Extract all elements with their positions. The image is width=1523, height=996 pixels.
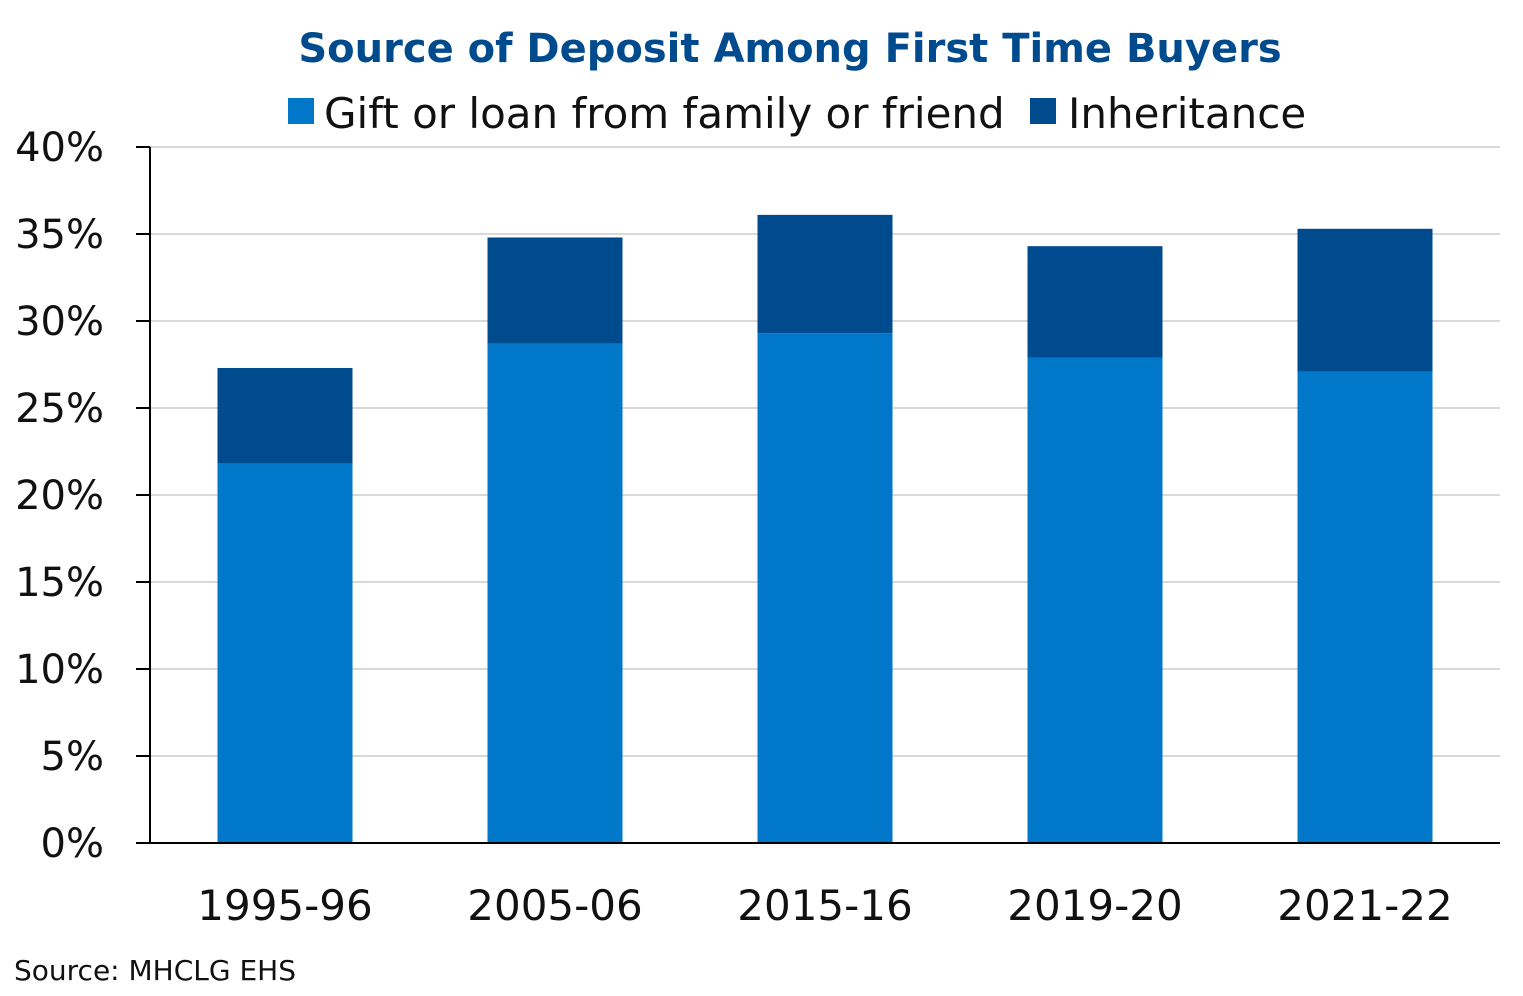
bar-gift-or-loan	[487, 343, 623, 843]
y-tick-label: 10%	[15, 647, 104, 693]
x-category-label: 2021-22	[1277, 881, 1453, 930]
legend-swatch-gift-or-loan	[288, 98, 314, 124]
bar-gift-or-loan	[217, 463, 353, 843]
y-tick-label: 0%	[41, 821, 104, 867]
legend: Gift or loan from family or friend Inher…	[288, 89, 1306, 138]
x-category-label: 2015-16	[737, 881, 913, 930]
bar-gift-or-loan	[1027, 357, 1163, 843]
y-tick-label: 15%	[15, 560, 104, 606]
axes	[136, 146, 1500, 844]
y-tick-label: 30%	[15, 299, 104, 345]
bars	[217, 214, 1433, 843]
chart-title: Source of Deposit Among First Time Buyer…	[298, 26, 1281, 72]
y-tick-label: 35%	[15, 212, 104, 258]
x-category-label: 2005-06	[467, 881, 643, 930]
bar-gift-or-loan	[757, 333, 893, 843]
x-category-label: 2019-20	[1007, 881, 1183, 930]
y-tick-label: 25%	[15, 386, 104, 432]
legend-label-inheritance: Inheritance	[1068, 89, 1306, 138]
bar-inheritance	[487, 237, 623, 344]
x-category-labels: 1995-96 2005-06 2015-16 2019-20 2021-22	[197, 881, 1453, 930]
bar-inheritance	[217, 367, 353, 464]
x-category-label: 1995-96	[197, 881, 373, 930]
source-note: Source: MHCLG EHS	[14, 954, 296, 987]
bar-inheritance	[1027, 246, 1163, 358]
legend-swatch-inheritance	[1030, 98, 1056, 124]
bar-inheritance	[1297, 228, 1433, 372]
legend-label-gift-or-loan: Gift or loan from family or friend	[324, 89, 1005, 138]
y-tick-label: 40%	[15, 125, 104, 171]
bar-gift-or-loan	[1297, 371, 1433, 843]
bar-inheritance	[757, 214, 893, 334]
y-tick-label: 5%	[41, 734, 104, 780]
y-tick-labels: 0% 5% 10% 15% 20% 25% 30% 35% 40%	[15, 125, 104, 867]
y-tick-label: 20%	[15, 473, 104, 519]
